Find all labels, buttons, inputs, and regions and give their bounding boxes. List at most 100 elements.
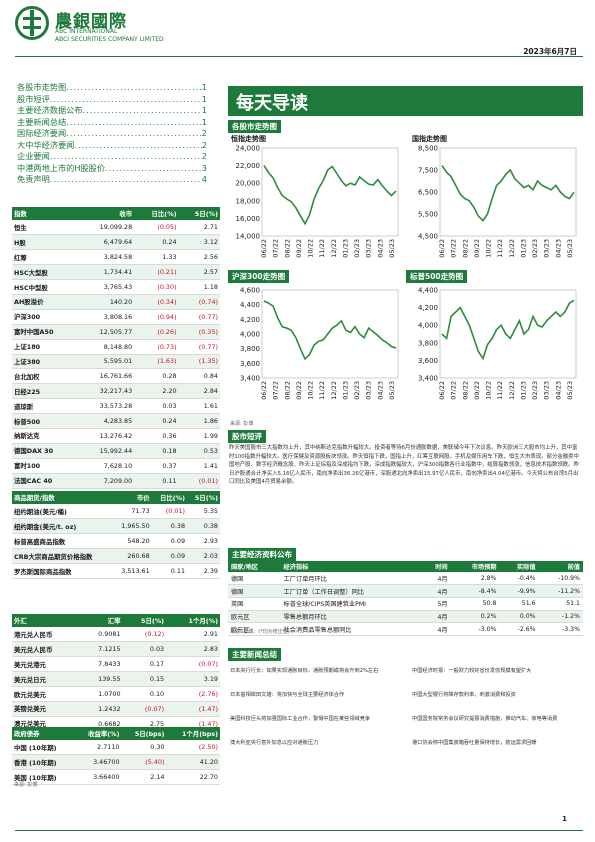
column-header: 5日(%): [187, 491, 220, 504]
table-cell: (0.26): [134, 324, 179, 340]
toc-item[interactable]: 免责声明4: [17, 174, 207, 186]
y-tick-label: 4,000: [240, 331, 260, 339]
news-item[interactable]: 日本首相岸田文雄：将加快与全球主要经济体合作: [230, 692, 345, 698]
table-row: 道琼斯 33,573.28 0.03 1.61: [12, 398, 220, 415]
x-tick-label: 02/23: [353, 381, 361, 400]
table-cell: 美元兑港元: [12, 656, 81, 673]
toc-item[interactable]: 各股市走势图1: [17, 82, 207, 94]
toc-item[interactable]: 企业要闻2: [17, 151, 207, 163]
table-row: 标普500 4,283.85 0.24 1.86: [12, 413, 220, 429]
x-tick-label: 03/23: [365, 239, 373, 258]
chart-title: 恒指走势图: [231, 135, 266, 143]
toc-item[interactable]: 大中华经济要闻2: [17, 140, 207, 152]
x-tick-label: 04/23: [376, 239, 384, 258]
table-cell: 0.03: [134, 398, 179, 415]
news-item[interactable]: 中国经济时报：一般财力较好省份发债规模有望扩大: [412, 668, 532, 674]
table-cell: 1,965.50: [112, 518, 152, 535]
table-row: 德国DAX 30 15,992.44 0.18 0.53: [12, 443, 220, 459]
toc-item[interactable]: 中港两地上市的H股股价3: [17, 163, 207, 175]
table-cell: (0.94): [134, 309, 179, 325]
table-cell: 上证180: [12, 339, 79, 355]
table-row: 红筹 3,824.58 1.33 2.56: [12, 249, 220, 266]
table-cell: 32,217.43: [78, 383, 135, 400]
table-cell: 8,148.80: [78, 339, 135, 355]
brand-name-cn: 農銀國際: [55, 12, 127, 32]
toc-item[interactable]: 主要经济数据公布1: [17, 105, 207, 117]
y-tick-label: 4,400: [418, 287, 438, 295]
table-cell: 33,573.28: [78, 398, 135, 415]
x-tick-label: 04/23: [554, 381, 562, 400]
y-tick-label: 5,500: [418, 211, 438, 219]
table-row: 美元兑港元 7.8433 0.17 (0.07): [12, 656, 220, 673]
x-tick-label: 11/22: [318, 381, 326, 400]
y-tick-label: 20,000: [236, 180, 261, 188]
table-cell: 0.24: [134, 413, 179, 429]
table-cell: AH股溢价: [12, 294, 79, 310]
table-cell: 纳斯达克: [12, 428, 79, 444]
market-commentary: 昨天美国股市三大指数均上升，其中纳斯达克指数升幅较大。投资者等待6月份通胀数据，…: [229, 445, 579, 486]
x-tick-label: 12/22: [508, 381, 516, 400]
table-cell: 0.24: [134, 234, 179, 251]
table-cell: 1.41: [178, 458, 220, 474]
bonds-table: 政府债券 收益率(%) 5日(bps) 1个月(bps) 中国 (10年期) 2.7110…: [12, 727, 220, 786]
hsi-chart: 24,000 22,000 20,000 18,000 16,000 14,00006/2…: [236, 145, 399, 258]
news-item[interactable]: 澳大利亚央行意外加息以应对通胀压力: [230, 740, 319, 746]
y-tick-label: 4,400: [240, 301, 260, 309]
news-item[interactable]: 中国国务院常务会议研究提振消费措施，推动汽车、家电等消费: [412, 716, 558, 722]
table-cell: 1.61: [178, 398, 220, 415]
column-header: 5日(%): [122, 614, 167, 627]
x-tick-label: 08/22: [461, 381, 469, 400]
table-row: 上证180 8,148.80 (0.73) (0.77): [12, 339, 220, 355]
table-cell: 0.28: [134, 368, 179, 385]
table-cell: 51.6: [499, 597, 539, 611]
table-cell: (0.34): [134, 294, 179, 310]
table-cell: 纽约期金(美元/t. oz): [12, 518, 113, 535]
x-tick-label: 08/22: [461, 239, 469, 258]
table-cell: (2.50): [166, 740, 220, 756]
y-tick-label: 16,000: [236, 215, 261, 223]
toc-item[interactable]: 股市短评1: [17, 94, 207, 106]
table-cell: 19,099.28: [78, 220, 135, 236]
table-cell: 1.0700: [80, 686, 123, 702]
table-cell: 50.8: [450, 597, 500, 611]
y-tick-label: 3,600: [418, 357, 438, 365]
table-row: 中国 (10年期) 2.7110 0.30 (2.50): [12, 740, 220, 756]
table-cell: 7.1215: [80, 641, 123, 658]
y-tick-label: 3,400: [240, 375, 260, 383]
table-cell: 15,992.44: [78, 443, 135, 459]
y-tick-label: 3,600: [240, 360, 260, 368]
table-cell: 5月: [421, 597, 451, 611]
x-tick-label: 09/22: [473, 239, 481, 258]
table-cell: 16,761.66: [78, 368, 135, 385]
table-cell: (0.73): [134, 339, 179, 355]
x-tick-label: 05/23: [566, 239, 574, 258]
table-cell: 标普全球/CIPS英国建筑业PMI: [280, 597, 422, 611]
y-tick-label: 3,800: [240, 345, 260, 353]
x-tick-label: 09/22: [473, 381, 481, 400]
table-cell: 2.71: [178, 220, 220, 236]
table-cell: 0.15: [122, 671, 167, 688]
toc-item[interactable]: 主要新闻总结1: [17, 117, 207, 129]
table-row: 纽约期油(美元/桶) 71.73 (0.01) 5.35: [12, 504, 220, 520]
news-item[interactable]: 日本央行行长：如果实现通胀目标，通胀预期或将会升到2%左右: [230, 668, 379, 674]
table-cell: 13,276.42: [78, 428, 135, 444]
table-cell: (0.35): [178, 324, 220, 340]
y-tick-label: 8,500: [418, 145, 438, 153]
news-item[interactable]: 中国大型银行将降存款利率，刺激消费和投资: [412, 692, 516, 698]
x-tick-label: 12/22: [330, 239, 338, 258]
table-cell: 71.73: [112, 504, 152, 520]
table-row: 德国 工厂订单（工作日调整）同比 4月 -8.4% -9.9% -11.2%: [228, 584, 583, 598]
column-header: 指数: [12, 207, 79, 220]
table-cell: 260.68: [112, 548, 152, 565]
column-header: 5日(bps): [121, 727, 167, 740]
table-cell: 2.7110: [74, 740, 122, 756]
series-line: [441, 299, 575, 361]
table-cell: 英镑兑美元: [12, 701, 81, 717]
table-cell: 罗杰斯国际商品指数: [12, 563, 113, 579]
news-item[interactable]: 港口协会称中国集装箱吞吐量保持增长，航运需求回暖: [412, 740, 537, 746]
toc-item[interactable]: 国际经济要闻2: [17, 128, 207, 140]
news-item[interactable]: 美国科技巨头将加强国际工业合作，警惕中国在某些领域竞争: [230, 716, 371, 722]
table-cell: 英国: [228, 597, 281, 611]
table-cell: 0.09: [151, 548, 188, 565]
brand-company-en: ABCI SECURITIES COMPANY LIMITED: [55, 36, 164, 43]
